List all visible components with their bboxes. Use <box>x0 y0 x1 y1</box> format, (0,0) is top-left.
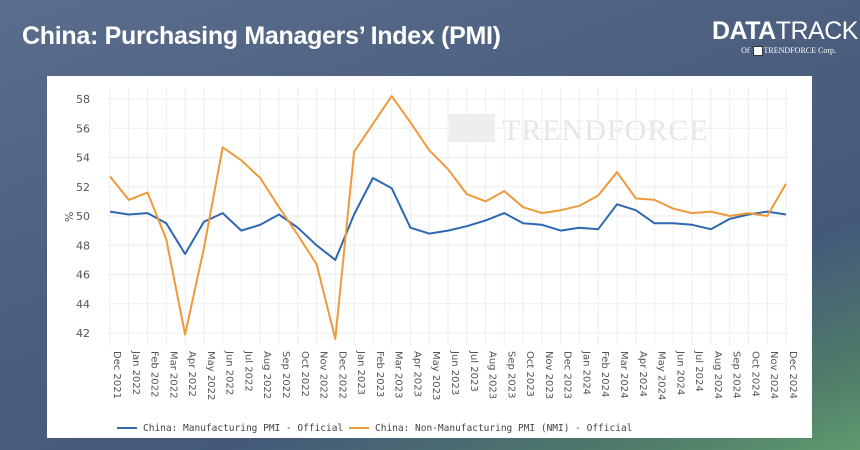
x-tick-label: May 2023 <box>430 351 441 400</box>
y-tick-label: 44 <box>76 298 90 311</box>
x-tick-label: Jan 2022 <box>130 350 141 395</box>
x-tick-label: Aug 2022 <box>261 351 272 399</box>
x-tick-label: Nov 2022 <box>318 351 329 399</box>
logo-main-bold: DATA <box>712 17 776 45</box>
y-axis-label: % <box>63 212 76 222</box>
x-tick-label: Sep 2023 <box>505 351 516 398</box>
x-tick-label: Feb 2022 <box>149 351 160 397</box>
x-tick-label: Dec 2021 <box>111 351 122 399</box>
x-tick-label: Apr 2024 <box>637 351 648 397</box>
x-tick-label: Aug 2023 <box>487 351 498 399</box>
x-tick-label: Apr 2023 <box>411 351 422 397</box>
x-tick-label: May 2024 <box>656 351 667 400</box>
page-title: China: Purchasing Managers’ Index (PMI) <box>22 22 501 50</box>
trendforce-icon <box>752 46 763 57</box>
pmi-line-chart: TRENDFORCE 42 44 46 48 50 52 54 56 58 Dec 2021 Jan … <box>63 88 798 434</box>
y-tick-label: 52 <box>76 181 90 194</box>
x-tick-label: Jul 2022 <box>242 350 253 392</box>
x-tick-label: Aug 2024 <box>712 351 723 399</box>
x-tick-label: Dec 2024 <box>787 351 798 399</box>
x-tick-label: Sep 2024 <box>731 351 742 398</box>
x-tick-label: Mar 2024 <box>618 351 629 399</box>
x-tick-label: Oct 2022 <box>299 351 310 397</box>
chart-panel: TRENDFORCE 42 44 46 48 50 52 54 56 58 Dec 2021 Jan … <box>47 76 812 438</box>
y-tick-label: 58 <box>76 93 90 106</box>
x-tick-label: May 2022 <box>205 351 216 400</box>
y-tick-label: 54 <box>76 152 90 165</box>
logo-sub-brand: TRENDFORCE <box>763 46 816 55</box>
logo-sub-suffix: Corp. <box>818 46 836 55</box>
y-tick-label: 48 <box>76 239 90 252</box>
x-tick-label: Jul 2024 <box>693 350 704 392</box>
x-tick-label: Mar 2022 <box>167 351 178 399</box>
x-tick-label: Jun 2024 <box>674 350 685 395</box>
logo-main-light: TRACK <box>775 17 859 45</box>
trendforce-watermark: TRENDFORCE <box>502 114 709 147</box>
y-tick-label: 50 <box>76 210 90 223</box>
y-tick-label: 56 <box>76 122 90 135</box>
x-tick-label: Nov 2023 <box>543 351 554 399</box>
x-tick-label: Apr 2022 <box>186 351 197 397</box>
datatrack-logo: DATATRACK Of TRENDFORCE Corp. <box>712 17 858 57</box>
x-tick-label: Dec 2022 <box>336 351 347 399</box>
x-tick-label: Jan 2024 <box>580 350 591 395</box>
x-tick-label: Feb 2023 <box>374 351 385 397</box>
legend-item: China: Manufacturing PMI - Official <box>117 423 343 434</box>
x-tick-label: Dec 2023 <box>562 351 573 399</box>
legend-item: China: Non-Manufacturing PMI (NMI) - Off… <box>349 423 632 434</box>
x-tick-label: Oct 2023 <box>524 351 535 397</box>
x-tick-label: Sep 2022 <box>280 351 291 398</box>
x-tick-label: Jul 2023 <box>468 350 479 392</box>
x-tick-label: Jun 2022 <box>224 350 235 395</box>
x-tick-label: Feb 2024 <box>599 351 610 397</box>
legend-label: China: Non-Manufacturing PMI (NMI) - Off… <box>375 423 632 434</box>
x-tick-label: Jan 2023 <box>355 350 366 395</box>
x-tick-label: Mar 2023 <box>393 351 404 399</box>
x-tick-label: Jun 2023 <box>449 350 460 395</box>
y-tick-label: 42 <box>76 327 90 340</box>
logo-sub-prefix: Of <box>741 46 750 55</box>
y-tick-label: 46 <box>76 269 90 282</box>
x-tick-label: Oct 2024 <box>749 351 760 397</box>
legend-label: China: Manufacturing PMI - Official <box>143 423 343 434</box>
x-tick-label: Nov 2024 <box>768 351 779 399</box>
